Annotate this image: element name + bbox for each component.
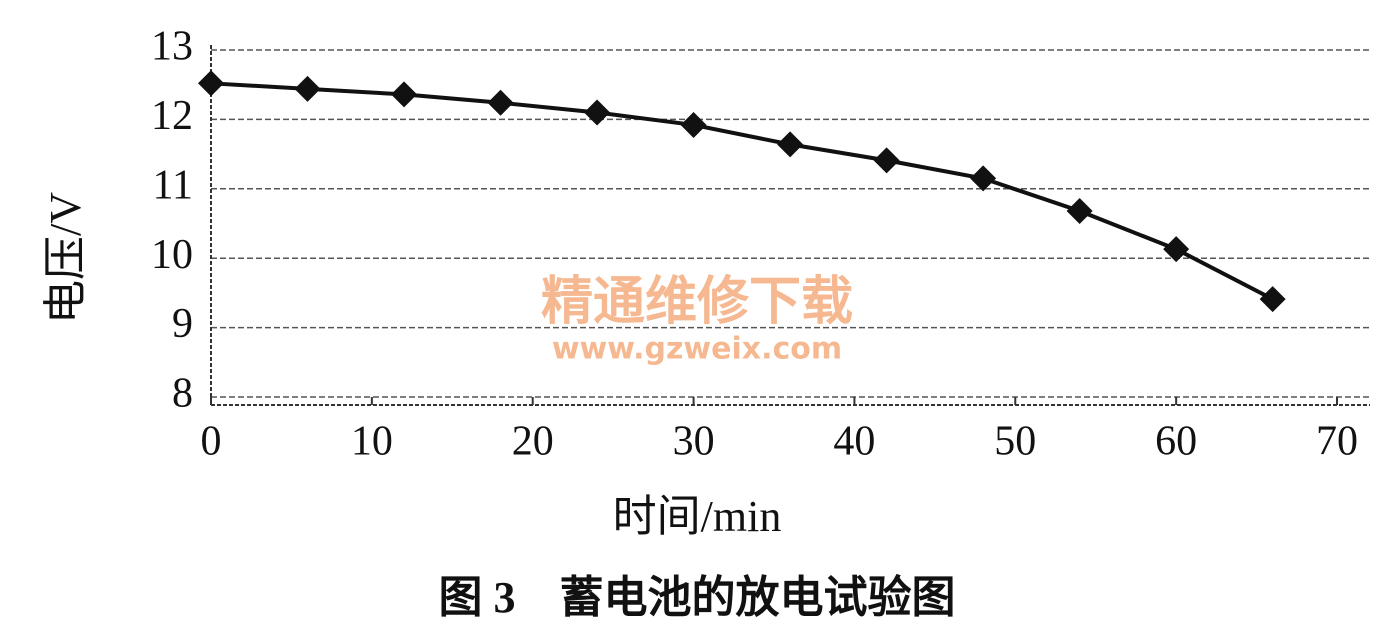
marker bbox=[970, 165, 997, 192]
marker bbox=[777, 131, 804, 158]
x-tick-label: 20 bbox=[512, 419, 554, 465]
marker bbox=[873, 147, 900, 174]
x-axis-label: 时间/min bbox=[613, 492, 782, 541]
marker bbox=[391, 81, 418, 108]
y-tick-label: 11 bbox=[153, 162, 193, 208]
y-tick-label: 8 bbox=[172, 371, 193, 417]
marker bbox=[584, 99, 611, 126]
x-tick-label: 60 bbox=[1155, 419, 1197, 465]
marker bbox=[1163, 236, 1190, 263]
marker bbox=[1259, 286, 1286, 313]
y-axis-label: 电压/V bbox=[41, 192, 90, 324]
marker bbox=[680, 111, 707, 138]
x-tick-label: 70 bbox=[1316, 419, 1358, 465]
x-tick-label: 30 bbox=[673, 419, 715, 465]
marker bbox=[294, 75, 321, 102]
marker bbox=[198, 70, 224, 97]
y-tick-label: 10 bbox=[151, 232, 193, 278]
x-tick-label: 0 bbox=[201, 419, 222, 465]
y-tick-label: 13 bbox=[151, 24, 193, 70]
watermark: 精通维修下载 bbox=[541, 273, 853, 331]
x-tick-label: 40 bbox=[833, 419, 875, 465]
series-line bbox=[210, 81, 1274, 301]
watermark: www.gzweix.com bbox=[552, 332, 842, 367]
x-tick-label: 10 bbox=[351, 419, 393, 465]
x-tick-label: 50 bbox=[994, 419, 1036, 465]
y-tick-label: 9 bbox=[172, 301, 193, 347]
marker bbox=[1066, 198, 1093, 225]
y-tick-label: 12 bbox=[151, 93, 193, 139]
chart-title: 图 3 蓄电池的放电试验图 bbox=[439, 573, 956, 622]
marker bbox=[487, 89, 514, 116]
